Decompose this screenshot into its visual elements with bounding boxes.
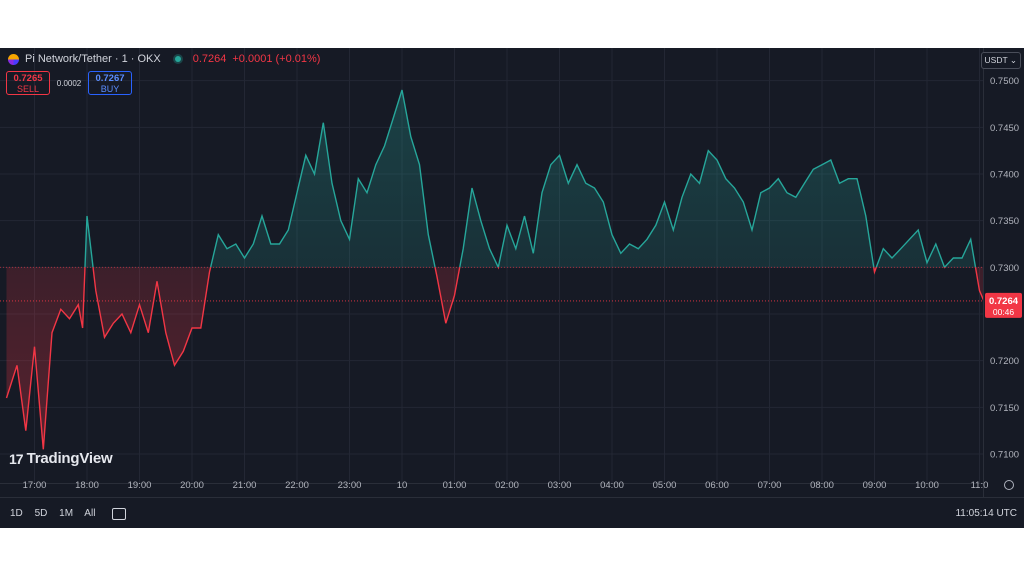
price-tick-label: 0.7200 (990, 356, 1019, 367)
price-tick-label: 0.7450 (990, 123, 1019, 134)
axis-settings-icon[interactable] (1004, 480, 1014, 490)
time-tick-label: 23:00 (338, 480, 362, 491)
symbol-header: Pi Network/Tether · 1 · OKX 0.7264 +0.00… (8, 53, 320, 65)
sell-label: SELL (16, 84, 40, 94)
bar-countdown: 00:46 (993, 307, 1015, 317)
price-tick-label: 0.7500 (990, 76, 1019, 87)
pi-network-logo-icon (8, 53, 19, 65)
time-tick-label: 05:00 (653, 480, 677, 491)
time-tick-label: 22:00 (285, 480, 309, 491)
time-tick-label: 21:00 (233, 480, 257, 491)
time-tick-label: 11:0 (971, 480, 989, 491)
last-price-box (985, 292, 1022, 318)
tradingview-logo: 17 TradingView (9, 450, 113, 467)
reference-lines (0, 266, 983, 302)
utc-clock[interactable]: 11:05:14 UTC (955, 508, 1017, 519)
currency-selector[interactable]: USDT ⌄ (980, 52, 1021, 69)
brand-name: TradingView (26, 450, 113, 467)
price-tick-label: 0.7150 (990, 403, 1019, 414)
area-fill-up (6, 90, 983, 268)
range-buttons: 1D 5D 1M All (10, 508, 104, 519)
time-tick-label: 18:00 (75, 480, 99, 491)
time-tick-label: 09:00 (863, 480, 887, 491)
price-line-down (5, 267, 983, 450)
price-chart[interactable]: 0.71000.71500.72000.72500.73000.73500.74… (0, 48, 1024, 497)
buy-price: 0.7267 (95, 73, 125, 84)
range-1m-button[interactable]: 1M (59, 508, 74, 519)
range-all-button[interactable]: All (84, 508, 96, 519)
time-tick-label: 17:00 (23, 480, 47, 491)
price-axis: 0.71000.71500.72000.72500.73000.73500.74… (983, 48, 1019, 497)
price-tick-label: 0.7400 (990, 170, 1019, 181)
price-tick-label: 0.7300 (990, 263, 1019, 274)
bottom-toolbar: 1D 5D 1M All 11:05:14 UTC (0, 497, 1024, 528)
price-lines (5, 89, 983, 450)
time-axis: 17:00 18:00 19:00 20:00 21:00 22:00 23:00 10 01:… (0, 480, 988, 491)
symbol-title[interactable]: Pi Network/Tether · 1 · OKX (25, 53, 161, 65)
last-price-value: 0.7264 (989, 296, 1019, 307)
trade-buttons: 0.7265 SELL 0.0002 0.7267 BUY (6, 71, 132, 95)
time-tick-label: 02:00 (495, 480, 519, 491)
market-open-icon (174, 56, 181, 62)
time-tick-label: 08:00 (810, 480, 834, 491)
time-tick-label: 04:00 (600, 480, 624, 491)
time-tick-label: 06:00 (705, 480, 729, 491)
price-line-up (84, 89, 977, 268)
range-1d-button[interactable]: 1D (10, 508, 23, 519)
sell-price: 0.7265 (13, 73, 43, 84)
last-price: 0.7264 (192, 53, 227, 65)
area-fill-down (6, 267, 983, 450)
sell-button[interactable]: 0.7265 SELL (6, 71, 50, 95)
range-5d-button[interactable]: 5D (34, 508, 48, 519)
calendar-icon[interactable] (112, 507, 127, 520)
time-tick-label: 03:00 (548, 480, 572, 491)
tradingview-mark-icon: 17 (9, 450, 24, 467)
spread-value: 0.0002 (56, 78, 82, 88)
chart-frame: 0.71000.71500.72000.72500.73000.73500.74… (0, 48, 1024, 528)
price-tick-label: 0.7100 (990, 450, 1019, 461)
price-tick-label: 0.7350 (990, 216, 1019, 227)
time-tick-label: 07:00 (758, 480, 782, 491)
time-tick-label: 19:00 (128, 480, 152, 491)
time-tick-label: 20:00 (180, 480, 204, 491)
buy-button[interactable]: 0.7267 BUY (88, 71, 132, 95)
buy-label: BUY (100, 84, 120, 94)
price-change: +0.0001 (+0.01%) (232, 53, 321, 65)
time-tick-label: 10 (397, 480, 408, 491)
time-tick-label: 10:00 (915, 480, 939, 491)
area-fills (6, 90, 983, 450)
time-tick-label: 01:00 (443, 480, 467, 491)
